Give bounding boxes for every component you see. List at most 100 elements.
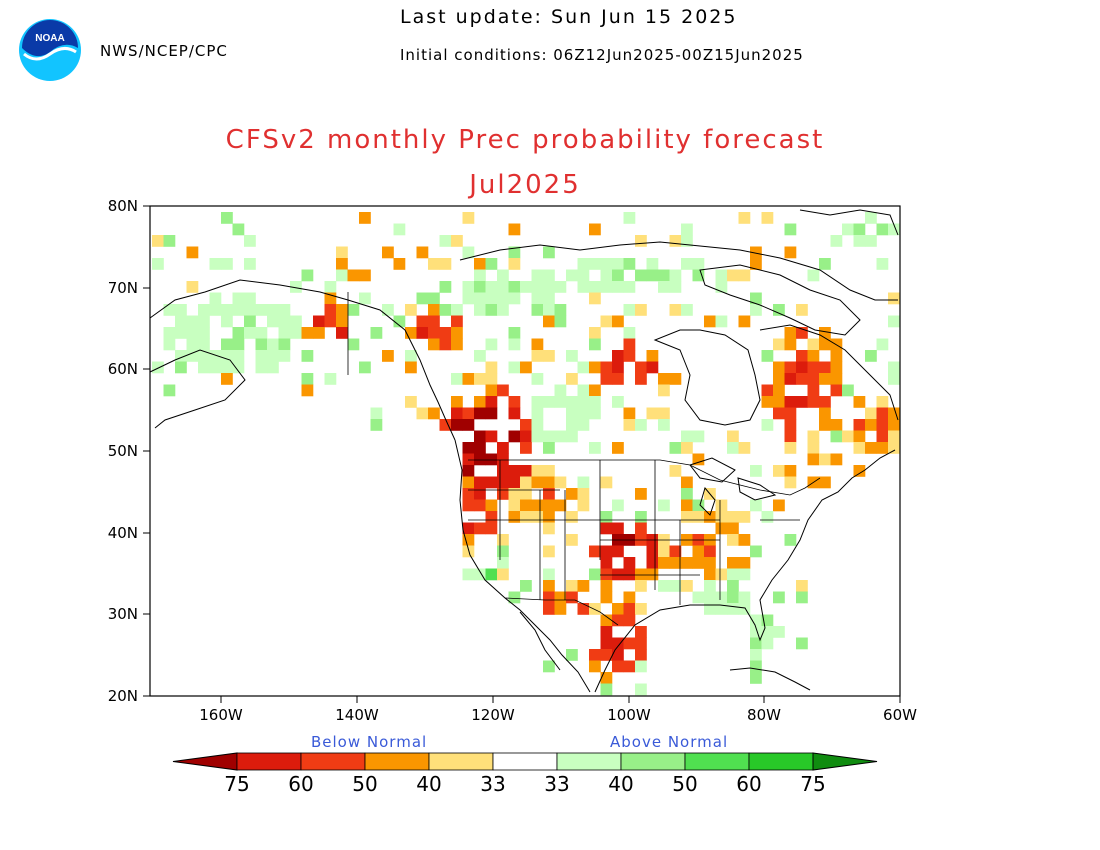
forecast-cell — [738, 603, 751, 615]
forecast-cell — [784, 396, 797, 408]
forecast-cell — [152, 258, 164, 270]
forecast-cell — [267, 315, 279, 328]
forecast-cell — [727, 580, 739, 592]
forecast-cell — [566, 396, 578, 408]
forecast-cell — [761, 637, 774, 650]
forecast-cell — [635, 304, 647, 316]
forecast-cell — [566, 534, 578, 546]
forecast-cell — [462, 453, 475, 466]
forecast-cell — [819, 453, 831, 466]
lat-label-40n: 40N — [107, 524, 138, 542]
lat-label-80n: 80N — [107, 197, 138, 215]
forecast-cell — [290, 315, 302, 328]
forecast-cell — [600, 511, 613, 523]
forecast-cell — [290, 327, 302, 339]
forecast-cell — [186, 327, 199, 339]
forecast-cell — [589, 407, 601, 420]
forecast-cell — [508, 292, 521, 305]
forecast-cell — [773, 304, 785, 316]
forecast-cell — [485, 373, 498, 385]
forecast-cell — [324, 315, 337, 328]
forecast-cell — [531, 430, 544, 443]
state-lines — [468, 460, 800, 605]
forecast-cell — [658, 281, 670, 293]
forecast-cell — [359, 361, 371, 374]
forecast-cell — [221, 361, 233, 374]
forecast-cell — [727, 534, 739, 546]
forecast-cell — [669, 281, 682, 293]
forecast-cell — [669, 545, 682, 558]
forecast-cell — [554, 591, 567, 604]
forecast-cell — [623, 338, 636, 351]
forecast-cell — [543, 292, 555, 305]
forecast-cell — [692, 453, 705, 466]
forecast-cell — [451, 373, 463, 385]
forecast-cell — [485, 304, 498, 316]
forecast-cell — [244, 235, 256, 247]
forecast-cell — [600, 373, 613, 385]
forecast-cell — [589, 396, 601, 408]
legend-swatch-1 — [300, 752, 366, 771]
forecast-cell — [727, 511, 739, 523]
forecast-cell — [623, 281, 636, 293]
forecast-cell — [589, 338, 601, 351]
forecast-cell — [255, 327, 268, 339]
forecast-cell — [727, 557, 739, 569]
forecast-cell — [738, 269, 751, 282]
forecast-cell — [485, 258, 498, 270]
forecast-cell — [566, 407, 578, 420]
forecast-cell — [520, 465, 532, 477]
forecast-cell — [658, 499, 670, 512]
forecast-cell — [612, 545, 624, 558]
forecast-cell — [589, 223, 601, 236]
legend-above-normal-label: Above Normal — [610, 733, 729, 751]
forecast-cell — [761, 384, 774, 397]
forecast-cell — [313, 327, 325, 339]
forecast-cell — [612, 258, 624, 270]
forecast-cell — [531, 476, 544, 489]
forecast-cell — [508, 476, 521, 489]
forecast-cell — [669, 269, 682, 282]
forecast-cell — [727, 603, 739, 615]
forecast-cell — [462, 246, 475, 259]
forecast-cell — [244, 327, 256, 339]
forecast-cell — [750, 499, 762, 512]
forecast-cell — [612, 499, 624, 512]
lon-label-160w: 160W — [199, 706, 243, 724]
forecast-cell — [784, 223, 797, 236]
forecast-cell — [635, 568, 647, 581]
forecast-cell — [888, 430, 900, 443]
forecast-cell — [738, 442, 751, 454]
forecast-cell — [796, 361, 808, 374]
legend-value-below-75: 75 — [224, 772, 250, 796]
forecast-cell — [600, 269, 613, 282]
forecast-cell — [313, 315, 325, 328]
forecast-cell — [658, 419, 670, 431]
logo-text: NOAA — [35, 33, 64, 44]
forecast-cell — [221, 315, 233, 328]
forecast-cell — [669, 373, 682, 385]
forecast-cell — [474, 396, 486, 408]
forecast-cell — [876, 407, 889, 420]
forecast-cell — [520, 281, 532, 293]
coastline-arctic-islands — [459, 241, 898, 301]
forecast-cell — [278, 327, 291, 339]
forecast-cell — [830, 350, 843, 362]
legend-value-above-75: 75 — [800, 772, 826, 796]
forecast-cell — [462, 568, 475, 581]
forecast-cell — [796, 580, 808, 592]
forecast-cell — [819, 407, 831, 420]
forecast-cell — [451, 315, 463, 328]
forecast-cell — [267, 338, 279, 351]
forecast-cell — [497, 568, 509, 581]
forecast-cell — [577, 396, 590, 408]
forecast-cell — [865, 212, 877, 224]
forecast-cell — [278, 350, 291, 362]
forecast-cell — [152, 361, 164, 374]
forecast-cell — [531, 350, 544, 362]
forecast-cell — [623, 614, 636, 627]
forecast-cell — [163, 304, 176, 316]
forecast-cell — [589, 292, 601, 305]
forecast-cell — [830, 419, 843, 431]
forecast-cell — [531, 338, 544, 351]
